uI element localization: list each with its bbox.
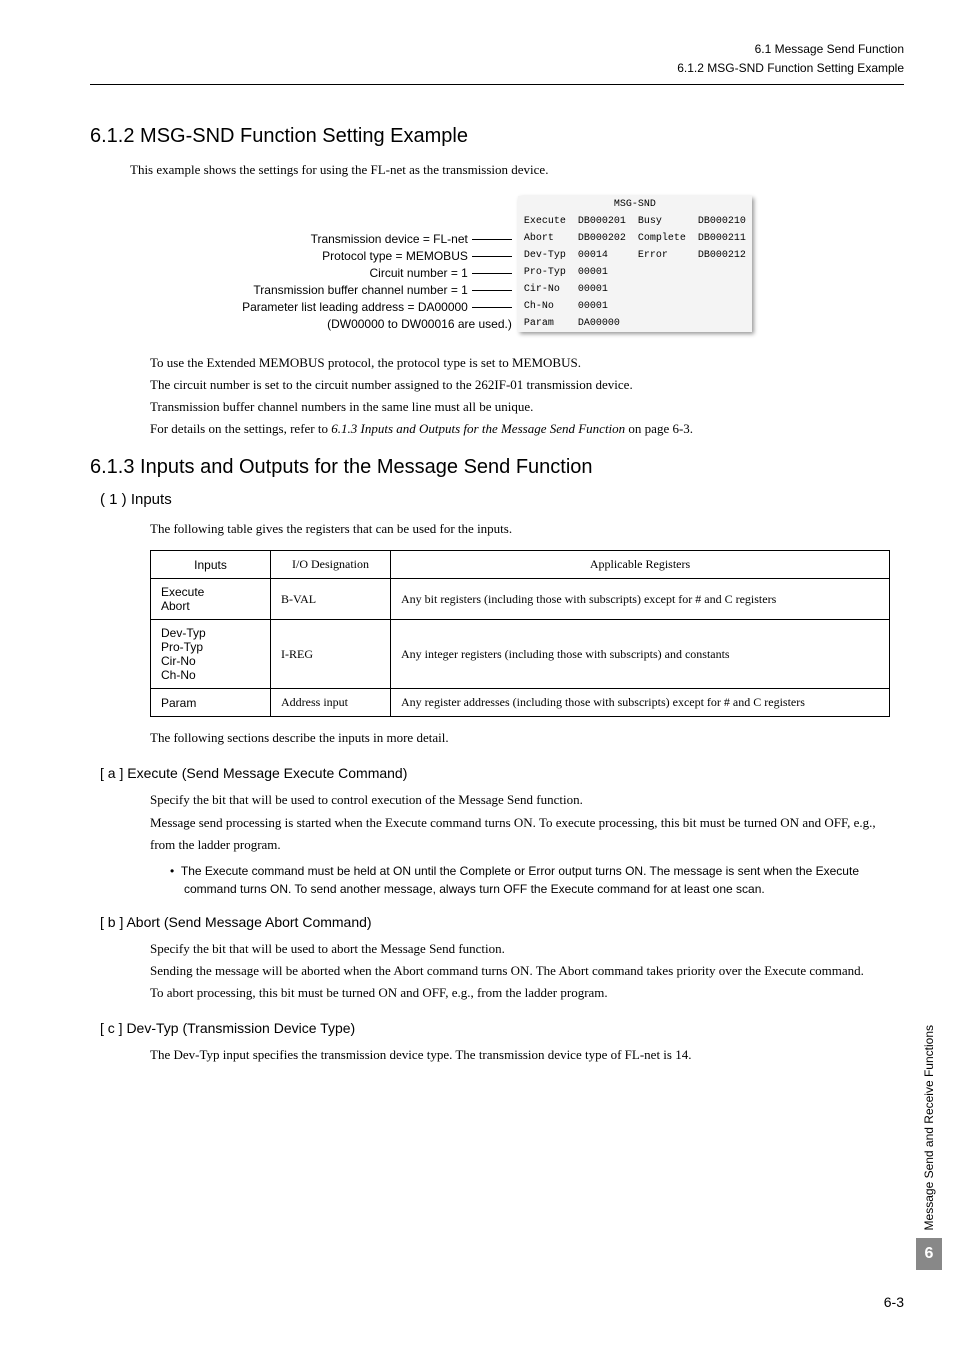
- diagram-label-1: Transmission device = FL-net: [242, 230, 512, 247]
- header-block: 6.1 Message Send Function 6.1.2 MSG-SND …: [90, 40, 904, 78]
- diagram-label-6: (DW00000 to DW00016 are used.): [242, 315, 512, 332]
- para: To abort processing, this bit must be tu…: [150, 982, 904, 1004]
- msg-row: Ch-No00001: [518, 298, 752, 315]
- msg-row: ParamDA00000: [518, 315, 752, 332]
- chapter-tab: 6: [916, 1238, 942, 1270]
- subsec-b-body: Specify the bit that will be used to abo…: [150, 938, 904, 1004]
- section-6-1-2-intro: This example shows the settings for usin…: [130, 160, 904, 180]
- para: Specify the bit that will be used to abo…: [150, 938, 904, 960]
- page: 6.1 Message Send Function 6.1.2 MSG-SND …: [0, 0, 954, 1350]
- diagram-label-5: Parameter list leading address = DA00000: [242, 298, 512, 315]
- para: To use the Extended MEMOBUS protocol, th…: [150, 352, 904, 374]
- table-cell: I-REG: [271, 620, 391, 689]
- header-line2: 6.1.2 MSG-SND Function Setting Example: [90, 59, 904, 78]
- table-cell: Any register addresses (including those …: [391, 689, 890, 717]
- subsec-a-body: Specify the bit that will be used to con…: [150, 789, 904, 855]
- msg-row: Pro-Typ00001: [518, 264, 752, 281]
- table-cell: B-VAL: [271, 579, 391, 620]
- para: The circuit number is set to the circuit…: [150, 374, 904, 396]
- table-header-row: Inputs I/O Designation Applicable Regist…: [151, 551, 890, 579]
- table-cell: Execute Abort: [151, 579, 271, 620]
- page-number: 6-3: [884, 1294, 904, 1310]
- msg-row: AbortDB000202CompleteDB000211: [518, 230, 752, 247]
- para: Message send processing is started when …: [150, 812, 904, 856]
- msg-snd-title: MSG-SND: [518, 196, 752, 213]
- table-header: I/O Designation: [271, 551, 391, 579]
- inputs-outro: The following sections describe the inpu…: [150, 727, 904, 749]
- side-label: Message Send and Receive Functions: [922, 1025, 936, 1230]
- table-header: Applicable Registers: [391, 551, 890, 579]
- msg-row: ExecuteDB000201BusyDB000210: [518, 213, 752, 230]
- inputs-subheading: ( 1 ) Inputs: [100, 491, 904, 508]
- section-6-1-2-heading: 6.1.2 MSG-SND Function Setting Example: [90, 125, 904, 148]
- table-cell: Param: [151, 689, 271, 717]
- table-cell: Any integer registers (including those w…: [391, 620, 890, 689]
- table-row: Param Address input Any register address…: [151, 689, 890, 717]
- para: Transmission buffer channel numbers in t…: [150, 396, 904, 418]
- section-6-1-3-heading: 6.1.3 Inputs and Outputs for the Message…: [90, 456, 904, 479]
- table-header: Inputs: [151, 551, 271, 579]
- header-line1: 6.1 Message Send Function: [90, 40, 904, 59]
- table-row: Execute Abort B-VAL Any bit registers (i…: [151, 579, 890, 620]
- subsec-b-label: [ b ] Abort (Send Message Abort Command): [100, 914, 904, 930]
- msg-snd-box: MSG-SND ExecuteDB000201BusyDB000210 Abor…: [518, 196, 752, 332]
- para: Specify the bit that will be used to con…: [150, 789, 904, 811]
- subsec-c-label: [ c ] Dev-Typ (Transmission Device Type): [100, 1020, 904, 1036]
- table-row: Dev-Typ Pro-Typ Cir-No Ch-No I-REG Any i…: [151, 620, 890, 689]
- diagram-labels: Transmission device = FL-net Protocol ty…: [242, 196, 518, 332]
- msg-row: Cir-No00001: [518, 281, 752, 298]
- diagram-label-4: Transmission buffer channel number = 1: [242, 281, 512, 298]
- para: Sending the message will be aborted when…: [150, 960, 904, 982]
- diagram-label-2: Protocol type = MEMOBUS: [242, 247, 512, 264]
- table-cell: Address input: [271, 689, 391, 717]
- para: For details on the settings, refer to 6.…: [150, 418, 904, 440]
- inputs-intro: The following table gives the registers …: [150, 518, 904, 540]
- inputs-table: Inputs I/O Designation Applicable Regist…: [150, 550, 890, 717]
- section-6-1-2-body: To use the Extended MEMOBUS protocol, th…: [150, 352, 904, 440]
- table-cell: Any bit registers (including those with …: [391, 579, 890, 620]
- para: The Dev-Typ input specifies the transmis…: [150, 1044, 904, 1066]
- msg-row: Dev-Typ00014ErrorDB000212: [518, 247, 752, 264]
- msg-snd-table: MSG-SND ExecuteDB000201BusyDB000210 Abor…: [518, 196, 752, 332]
- table-cell: Dev-Typ Pro-Typ Cir-No Ch-No: [151, 620, 271, 689]
- header-rule: [90, 84, 904, 85]
- msg-snd-diagram: Transmission device = FL-net Protocol ty…: [90, 196, 904, 332]
- subsec-a-label: [ a ] Execute (Send Message Execute Comm…: [100, 765, 904, 781]
- subsec-a-bullet: • The Execute command must be held at ON…: [170, 862, 884, 898]
- subsec-c-body: The Dev-Typ input specifies the transmis…: [150, 1044, 904, 1066]
- diagram-label-3: Circuit number = 1: [242, 264, 512, 281]
